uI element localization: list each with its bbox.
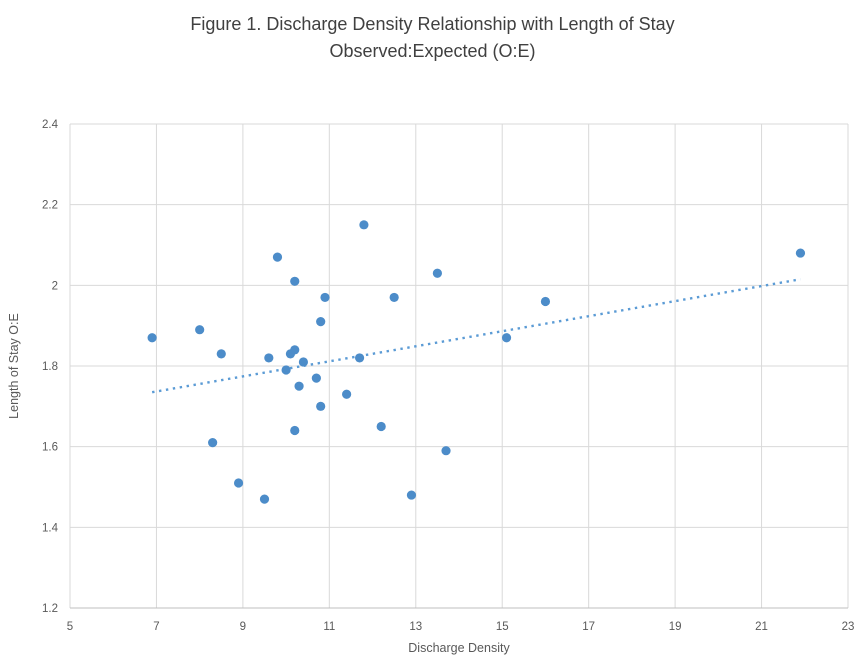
x-tick-label: 13 [409,621,422,633]
data-point [432,268,442,278]
data-point [290,425,300,436]
data-point [259,494,270,504]
data-point [272,252,283,262]
data-point [298,357,308,367]
data-point [389,292,399,303]
data-point [441,446,451,456]
data-point [311,373,321,383]
data-point [294,381,304,391]
data-point [216,349,226,359]
data-point [540,296,551,307]
y-axis-title: Length of Stay O:E [7,313,21,419]
chart-title-line-2: Observed:Expected (O:E) [329,41,536,61]
data-point [376,421,386,432]
data-point [795,248,806,258]
data-point [290,276,300,286]
data-point [354,353,365,363]
data-point [359,220,369,230]
x-tick-label: 17 [582,621,595,633]
chart-title: Figure 1. Discharge Density Relationship… [0,11,865,65]
data-point [342,389,352,399]
x-tick-label: 9 [240,621,246,633]
x-tick-label: 5 [67,621,73,633]
data-point [316,317,326,327]
data-point [320,292,330,303]
x-tick-label: 11 [323,621,335,633]
data-point [501,333,512,343]
x-tick-label: 19 [669,621,682,633]
x-tick-label: 7 [153,621,159,633]
y-tick-label: 1.2 [42,603,58,615]
y-tick-label: 2.2 [42,200,58,212]
data-point [208,438,218,448]
y-tick-label: 1.8 [42,361,58,373]
data-point [316,401,326,411]
trendline [151,278,801,394]
x-tick-label: 15 [496,621,509,633]
x-axis-title: Discharge Density [408,641,510,655]
data-point [264,353,274,363]
y-tick-label: 2.4 [42,119,59,131]
y-tick-label: 2 [52,280,58,292]
data-point [406,490,417,500]
y-tick-label: 1.6 [42,442,58,454]
y-tick-label: 1.4 [42,522,59,534]
data-point [233,478,244,488]
x-tick-label: 21 [755,621,768,633]
data-point [147,333,157,343]
data-point [195,325,205,335]
x-tick-label: 23 [842,621,855,633]
chart-title-line-1: Figure 1. Discharge Density Relationship… [190,14,675,34]
data-point [290,345,300,355]
data-point [281,365,291,375]
